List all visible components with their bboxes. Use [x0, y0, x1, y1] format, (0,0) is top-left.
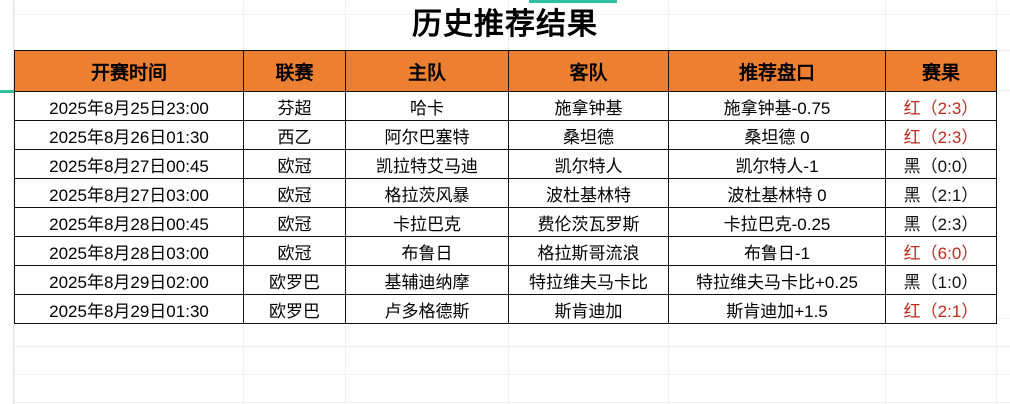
result-score: （1:0） — [920, 272, 979, 292]
column-header-home[interactable]: 主队 — [345, 50, 509, 92]
cell-time[interactable]: 2025年8月29日01:30 — [14, 294, 244, 324]
column-header-result[interactable]: 赛果 — [885, 50, 997, 92]
cell-result[interactable]: 红（2:3） — [885, 120, 997, 150]
result-mark: 黑 — [903, 214, 921, 234]
grid-row-line — [0, 402, 1010, 403]
top-accent-bar — [529, 0, 617, 3]
cell-time[interactable]: 2025年8月25日23:00 — [14, 91, 244, 121]
table-row[interactable]: 2025年8月29日02:00 欧罗巴 基辅迪纳摩 特拉维夫马卡比 特拉维夫马卡比+0.… — [14, 265, 997, 295]
row-header-gutter — [0, 0, 14, 404]
cell-result[interactable]: 黑（2:3） — [885, 207, 997, 237]
cell-home[interactable]: 哈卡 — [345, 91, 509, 121]
cell-league[interactable]: 芬超 — [243, 91, 346, 121]
result-score: （2:1） — [920, 185, 979, 205]
cell-line[interactable]: 凯尔特人-1 — [668, 149, 886, 179]
cell-home[interactable]: 卢多格德斯 — [345, 294, 509, 324]
page-title: 历史推荐结果 — [412, 8, 598, 41]
cell-time[interactable]: 2025年8月28日03:00 — [14, 236, 244, 266]
table-row[interactable]: 2025年8月29日01:30 欧罗巴 卢多格德斯 斯肯迪加 斯肯迪加+1.5 红（2:1… — [14, 294, 997, 324]
gutter-accent-mark — [0, 90, 14, 93]
cell-line[interactable]: 斯肯迪加+1.5 — [668, 294, 886, 324]
cell-away[interactable]: 凯尔特人 — [508, 149, 669, 179]
cell-away[interactable]: 桑坦德 — [508, 120, 669, 150]
table-row[interactable]: 2025年8月28日00:45 欧冠 卡拉巴克 费伦茨瓦罗斯 卡拉巴克-0.25 黑（2:… — [14, 207, 997, 237]
cell-home[interactable]: 格拉茨风暴 — [345, 178, 509, 208]
cell-home[interactable]: 阿尔巴塞特 — [345, 120, 509, 150]
column-header-line[interactable]: 推荐盘口 — [668, 50, 886, 92]
cell-away[interactable]: 特拉维夫马卡比 — [508, 265, 669, 295]
grid-row-line — [0, 14, 1010, 15]
cell-league[interactable]: 西乙 — [243, 120, 346, 150]
cell-line[interactable]: 波杜基林特 0 — [668, 178, 886, 208]
cell-line[interactable]: 施拿钟基-0.75 — [668, 91, 886, 121]
table-body: 2025年8月25日23:00 芬超 哈卡 施拿钟基 施拿钟基-0.75 红（2:3） 20… — [14, 91, 997, 324]
cell-away[interactable]: 格拉斯哥流浪 — [508, 236, 669, 266]
table-row[interactable]: 2025年8月28日03:00 欧冠 布鲁日 格拉斯哥流浪 布鲁日-1 红（6:0） — [14, 236, 997, 266]
cell-league[interactable]: 欧冠 — [243, 236, 346, 266]
cell-line[interactable]: 特拉维夫马卡比+0.25 — [668, 265, 886, 295]
table-row[interactable]: 2025年8月27日00:45 欧冠 凯拉特艾马迪 凯尔特人 凯尔特人-1 黑（0:0） — [14, 149, 997, 179]
cell-line[interactable]: 卡拉巴克-0.25 — [668, 207, 886, 237]
table-header-row: 开赛时间 联赛 主队 客队 推荐盘口 赛果 — [14, 50, 997, 92]
cell-time[interactable]: 2025年8月29日02:00 — [14, 265, 244, 295]
grid-row-line — [0, 374, 1010, 375]
cell-home[interactable]: 基辅迪纳摩 — [345, 265, 509, 295]
cell-home[interactable]: 卡拉巴克 — [345, 207, 509, 237]
table-row[interactable]: 2025年8月25日23:00 芬超 哈卡 施拿钟基 施拿钟基-0.75 红（2:3） — [14, 91, 997, 121]
column-header-league[interactable]: 联赛 — [243, 50, 346, 92]
cell-league[interactable]: 欧冠 — [243, 149, 346, 179]
result-mark: 红 — [903, 127, 921, 147]
column-header-time[interactable]: 开赛时间 — [14, 50, 244, 92]
result-mark: 黑 — [903, 272, 921, 292]
cell-result[interactable]: 黑（2:1） — [885, 178, 997, 208]
column-header-away[interactable]: 客队 — [508, 50, 669, 92]
cell-result[interactable]: 黑（1:0） — [885, 265, 997, 295]
cell-away[interactable]: 斯肯迪加 — [508, 294, 669, 324]
history-results-table: 开赛时间 联赛 主队 客队 推荐盘口 赛果 2025年8月25日23:00 芬超哈… — [14, 50, 997, 324]
cell-result[interactable]: 红（6:0） — [885, 236, 997, 266]
cell-time[interactable]: 2025年8月28日00:45 — [14, 207, 244, 237]
cell-away[interactable]: 波杜基林特 — [508, 178, 669, 208]
result-score: （2:3） — [920, 214, 979, 234]
cell-home[interactable]: 凯拉特艾马迪 — [345, 149, 509, 179]
result-mark: 黑 — [903, 185, 921, 205]
cell-line[interactable]: 桑坦德 0 — [668, 120, 886, 150]
cell-time[interactable]: 2025年8月27日00:45 — [14, 149, 244, 179]
result-mark: 黑 — [903, 156, 921, 176]
cell-league[interactable]: 欧罗巴 — [243, 294, 346, 324]
cell-line[interactable]: 布鲁日-1 — [668, 236, 886, 266]
result-mark: 红 — [903, 301, 921, 321]
cell-away[interactable]: 施拿钟基 — [508, 91, 669, 121]
cell-league[interactable]: 欧冠 — [243, 178, 346, 208]
cell-time[interactable]: 2025年8月26日01:30 — [14, 120, 244, 150]
cell-league[interactable]: 欧罗巴 — [243, 265, 346, 295]
result-mark: 红 — [903, 98, 921, 118]
cell-home[interactable]: 布鲁日 — [345, 236, 509, 266]
cell-result[interactable]: 红（2:3） — [885, 91, 997, 121]
grid-column-line — [996, 0, 997, 404]
table-row[interactable]: 2025年8月26日01:30 西乙 阿尔巴塞特 桑坦德 桑坦德 0 红（2:3） — [14, 120, 997, 150]
cell-result[interactable]: 红（2:1） — [885, 294, 997, 324]
result-score: （2:3） — [920, 98, 979, 118]
cell-time[interactable]: 2025年8月27日03:00 — [14, 178, 244, 208]
cell-away[interactable]: 费伦茨瓦罗斯 — [508, 207, 669, 237]
result-score: （2:1） — [920, 301, 979, 321]
result-score: （0:0） — [920, 156, 979, 176]
result-mark: 红 — [903, 243, 921, 263]
grid-row-line — [0, 346, 1010, 347]
cell-result[interactable]: 黑（0:0） — [885, 149, 997, 179]
result-score: （6:0） — [920, 243, 979, 263]
result-score: （2:3） — [920, 127, 979, 147]
cell-league[interactable]: 欧冠 — [243, 207, 346, 237]
table-row[interactable]: 2025年8月27日03:00 欧冠 格拉茨风暴 波杜基林特 波杜基林特 0 黑（2:1） — [14, 178, 997, 208]
